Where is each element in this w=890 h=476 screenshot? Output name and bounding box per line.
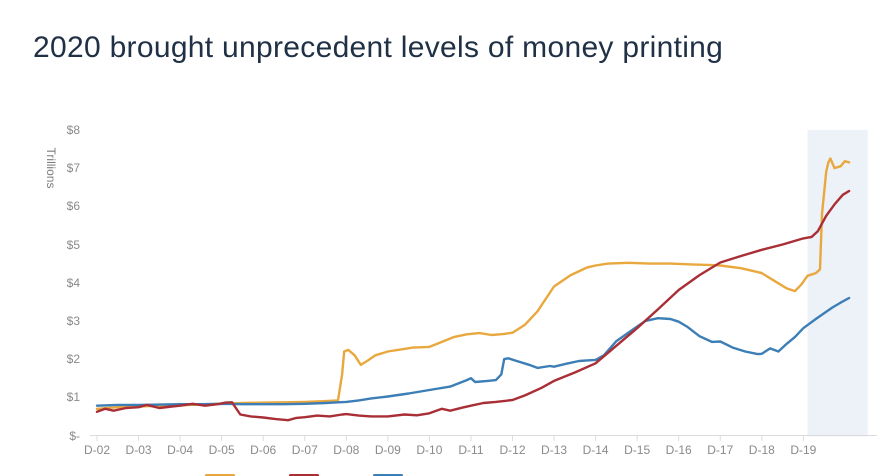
x-tick-label-D-08: D-08 [333,443,360,457]
x-tick-label-D-10: D-10 [416,443,443,457]
x-tick-label-D-05: D-05 [208,443,235,457]
x-tick-label-D-07: D-07 [291,443,318,457]
legend-item-1 [289,470,327,476]
x-tick-label-D-16: D-16 [665,443,692,457]
legend-clipped [205,470,411,476]
y-tick-label-1: $1 [66,390,80,405]
y-tick-label-5: $5 [66,237,80,252]
x-tick-label-D-15: D-15 [624,443,651,457]
gold-line [95,157,851,410]
y-tick-label-7: $7 [66,161,80,176]
red-line [95,189,851,422]
x-tick-label-D-18: D-18 [748,443,775,457]
x-tick-label-D-14: D-14 [582,443,609,457]
x-tick-label-D-04: D-04 [167,443,194,457]
y-tick-label-4: $4 [66,275,80,290]
x-tick-label-D-06: D-06 [250,443,277,457]
y-tick-label-6: $6 [66,199,80,214]
legend-item-0 [205,470,243,476]
y-tick-label-8: $8 [66,122,80,137]
x-tick-label-D-11: D-11 [458,443,484,457]
highlight-band-2020 [807,129,868,437]
y-tick-label-2: $2 [66,352,80,367]
legend-item-2 [373,470,411,476]
blue-line [95,296,851,407]
legend-swatch-icon [373,474,403,476]
x-tick-label-D-17: D-17 [707,443,734,457]
x-tick-label-D-13: D-13 [541,443,568,457]
x-tick-label-D-03: D-03 [125,443,152,457]
x-tick-label-D-12: D-12 [499,443,526,457]
legend-swatch-icon [289,474,319,476]
x-tick-label-D-09: D-09 [374,443,401,457]
x-tick-label-D-19: D-19 [790,443,817,457]
line-chart [0,100,890,476]
legend-swatch-icon [205,474,235,476]
y-tick-label-0: $- [69,428,80,443]
y-tick-label-3: $3 [66,313,80,328]
x-tick-label-D-02: D-02 [83,443,110,457]
chart-title: 2020 brought unprecedent levels of money… [33,31,724,65]
